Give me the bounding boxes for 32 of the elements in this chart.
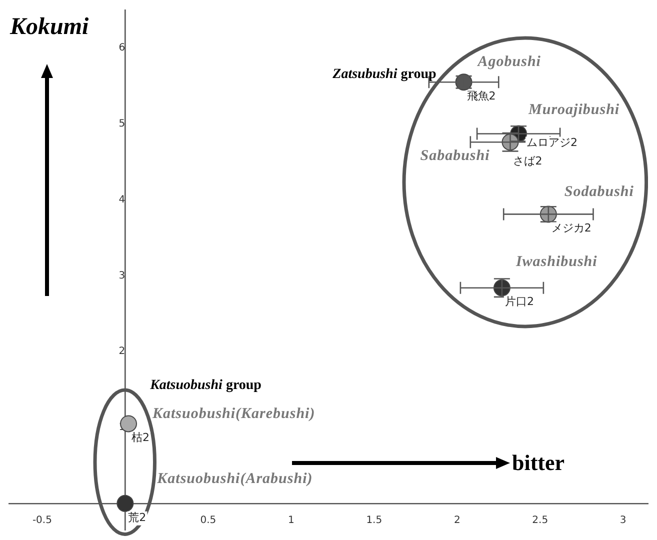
y-tick-label: 5 [118, 118, 126, 130]
annotation: Katsuobushi(Karebushi) [152, 406, 316, 423]
data-label: 片口2 [504, 295, 534, 308]
y-tick-label: 3 [118, 270, 126, 282]
y-tick-label: 6 [118, 42, 126, 54]
annotation: Katsuobushi group [150, 378, 262, 394]
x-axis-title: bitter [512, 450, 565, 476]
y-axis-title: Kokumi [10, 14, 89, 41]
y-tick-label: 4 [118, 194, 126, 206]
x-tick-label: -0.5 [32, 515, 52, 526]
annotation: Zatsubushi group [332, 66, 436, 83]
data-label: ムロアジ2 [526, 136, 578, 150]
annotation: Katsuobushi(Arabushi) [157, 471, 313, 488]
x-tick-label: 1.5 [366, 515, 382, 526]
annotation: Sodabushi [564, 184, 634, 202]
data-label: さば2 [513, 154, 542, 168]
annotation: Iwashibushi [516, 254, 598, 271]
data-label: 荒2 [128, 510, 146, 524]
point [120, 415, 137, 432]
annotation: Agobushi [478, 54, 541, 72]
data-label: メジカ2 [551, 222, 592, 235]
y-tick-label: 2 [118, 346, 126, 358]
data-label: 枯2 [132, 431, 150, 444]
point [116, 494, 134, 512]
annotation: Sababushi [420, 148, 490, 166]
x-tick-label: 3 [620, 515, 626, 526]
x-tick-label: 2.5 [532, 515, 548, 526]
data-label: 飛魚2 [466, 89, 496, 102]
x-tick-label: 1 [288, 515, 294, 526]
x-tick-label: 0.5 [200, 515, 216, 526]
annotation: Muroajibushi [528, 102, 620, 119]
x-tick-label: 2 [454, 515, 460, 526]
